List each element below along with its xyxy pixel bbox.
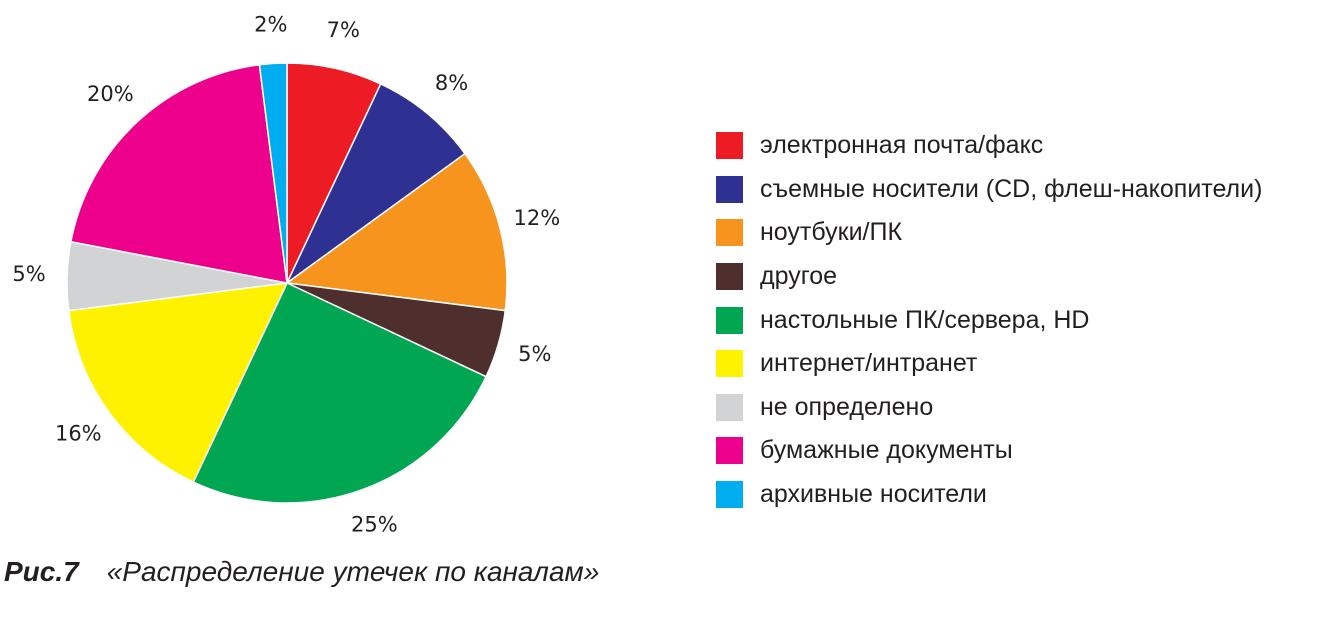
pie-slice (286, 82, 467, 284)
slice-value-label: 5% (518, 342, 551, 366)
legend: электронная почта/факс съемные носители (… (716, 124, 1262, 516)
legend-item: бумажные документы (716, 429, 1262, 473)
slice-value-label: 5% (12, 262, 45, 286)
legend-item: настольные ПК/сервера, HD (716, 298, 1262, 342)
legend-label: электронная почта/факс (760, 131, 1044, 160)
pie-slice (67, 282, 289, 484)
legend-item: интернет/интранет (716, 342, 1262, 386)
slice-value-label: 8% (435, 71, 468, 95)
pie-slice (258, 62, 288, 284)
slice-value-label: 7% (327, 18, 360, 42)
legend-swatch (716, 393, 743, 421)
legend-label: архивные носители (760, 480, 987, 509)
slice-value-label: 25% (351, 513, 398, 537)
slice-value-label: 12% (514, 206, 561, 230)
pie-slice (192, 282, 488, 504)
pie-slice (70, 63, 288, 284)
legend-item: съемные носители (CD, флеш-накопители) (716, 168, 1262, 212)
legend-label: интернет/интранет (760, 349, 978, 378)
legend-swatch (716, 132, 743, 160)
legend-item: не определено (716, 386, 1262, 430)
slice-value-label: 16% (55, 422, 102, 446)
slice-value-label: 20% (87, 82, 134, 106)
pie-chart: 7% 8% 12% 5% 25% 16% 5% 20% 2% (12, 13, 560, 537)
legend-label: ноутбуки/ПК (760, 218, 903, 247)
legend-label: бумажные документы (760, 436, 1013, 465)
legend-swatch (716, 263, 743, 291)
legend-item: электронная почта/факс (716, 124, 1262, 168)
pie-slices (66, 62, 508, 504)
legend-swatch (716, 437, 743, 465)
legend-item: другое (716, 255, 1262, 299)
legend-item: ноутбуки/ПК (716, 211, 1262, 255)
pie-slice (285, 152, 508, 312)
legend-swatch (716, 306, 743, 334)
pie-value-labels: 7% 8% 12% 5% 25% 16% 5% 20% 2% (12, 13, 560, 537)
figure-title: «Распределение утечек по каналам» (106, 556, 600, 587)
legend-item: архивные носители (716, 473, 1262, 517)
figure-number: Рис.7 (4, 556, 79, 587)
legend-swatch (716, 481, 743, 509)
legend-label: не определено (760, 392, 934, 421)
slice-value-label: 2% (254, 13, 287, 37)
legend-swatch (716, 175, 743, 203)
figure-caption: Рис.7 «Распределение утечек по каналам» (4, 556, 599, 588)
legend-swatch (716, 219, 743, 247)
legend-swatch (716, 350, 743, 378)
legend-label: настольные ПК/сервера, HD (760, 305, 1090, 334)
legend-label: съемные носители (CD, флеш-накопители) (760, 174, 1263, 203)
legend-label: другое (760, 262, 838, 291)
